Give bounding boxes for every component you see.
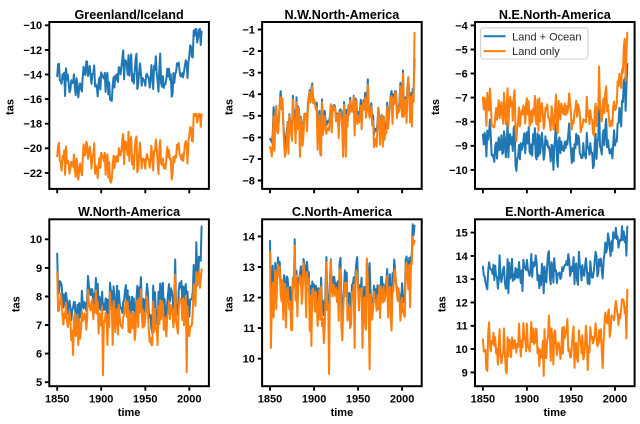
- svg-text:−5: −5: [455, 44, 468, 56]
- svg-text:tas: tas: [224, 296, 236, 312]
- svg-text:−4: −4: [455, 20, 468, 32]
- svg-text:12: 12: [456, 297, 468, 309]
- svg-text:1850: 1850: [45, 393, 69, 405]
- svg-text:−16: −16: [23, 94, 42, 106]
- svg-text:−8: −8: [242, 175, 255, 187]
- svg-text:W.North-America: W.North-America: [78, 205, 181, 219]
- svg-text:2000: 2000: [603, 393, 627, 405]
- svg-text:1900: 1900: [89, 393, 113, 405]
- svg-text:E.North-America: E.North-America: [505, 205, 605, 219]
- svg-text:1850: 1850: [258, 393, 282, 405]
- svg-text:11: 11: [456, 321, 468, 333]
- svg-text:tas: tas: [436, 296, 448, 312]
- svg-text:10: 10: [243, 354, 255, 366]
- svg-text:−5: −5: [242, 111, 255, 123]
- svg-text:13: 13: [456, 274, 468, 286]
- svg-text:N.E.North-America: N.E.North-America: [499, 8, 612, 22]
- svg-text:1850: 1850: [471, 393, 495, 405]
- svg-text:13: 13: [243, 262, 255, 274]
- svg-text:2000: 2000: [177, 393, 201, 405]
- svg-text:−12: −12: [23, 45, 42, 57]
- svg-text:−9: −9: [455, 141, 468, 153]
- svg-text:−20: −20: [23, 143, 42, 155]
- svg-text:15: 15: [456, 228, 468, 240]
- svg-text:−8: −8: [455, 117, 468, 129]
- svg-text:14: 14: [243, 231, 256, 243]
- svg-text:−14: −14: [23, 69, 43, 81]
- svg-text:1900: 1900: [302, 393, 326, 405]
- svg-text:7: 7: [36, 320, 42, 332]
- svg-text:−22: −22: [23, 168, 42, 180]
- svg-text:9: 9: [462, 367, 468, 379]
- svg-text:Greenland/Iceland: Greenland/Iceland: [75, 8, 184, 22]
- svg-text:2000: 2000: [390, 393, 414, 405]
- svg-text:tas: tas: [223, 99, 235, 115]
- svg-text:−6: −6: [242, 132, 255, 144]
- svg-text:−18: −18: [23, 119, 42, 131]
- svg-text:time: time: [331, 407, 354, 419]
- svg-text:time: time: [543, 407, 566, 419]
- svg-text:1950: 1950: [559, 393, 583, 405]
- svg-text:C.North-America: C.North-America: [292, 205, 393, 219]
- svg-text:11: 11: [243, 323, 255, 335]
- svg-text:time: time: [118, 407, 141, 419]
- svg-text:6: 6: [36, 349, 42, 361]
- svg-text:tas: tas: [11, 296, 23, 312]
- svg-text:−7: −7: [455, 93, 468, 105]
- svg-text:Land + Ocean: Land + Ocean: [512, 31, 581, 43]
- svg-text:−4: −4: [242, 89, 255, 101]
- svg-text:−6: −6: [455, 68, 468, 80]
- svg-text:10: 10: [456, 344, 468, 356]
- svg-text:1950: 1950: [133, 393, 157, 405]
- svg-text:−10: −10: [449, 165, 468, 177]
- svg-text:14: 14: [456, 251, 469, 263]
- svg-text:8: 8: [36, 291, 42, 303]
- svg-text:−7: −7: [242, 154, 255, 166]
- svg-text:1900: 1900: [515, 393, 539, 405]
- svg-text:N.W.North-America: N.W.North-America: [285, 8, 401, 22]
- svg-text:−3: −3: [242, 68, 255, 80]
- svg-text:−1: −1: [242, 24, 255, 36]
- svg-text:9: 9: [36, 263, 42, 275]
- svg-text:tas: tas: [430, 99, 442, 115]
- svg-text:5: 5: [36, 377, 42, 389]
- svg-text:10: 10: [30, 234, 42, 246]
- svg-text:1950: 1950: [346, 393, 370, 405]
- svg-text:−2: −2: [242, 46, 255, 58]
- svg-text:−10: −10: [23, 20, 42, 32]
- svg-text:tas: tas: [4, 99, 16, 115]
- svg-text:Land only: Land only: [512, 46, 560, 58]
- svg-text:12: 12: [243, 293, 255, 305]
